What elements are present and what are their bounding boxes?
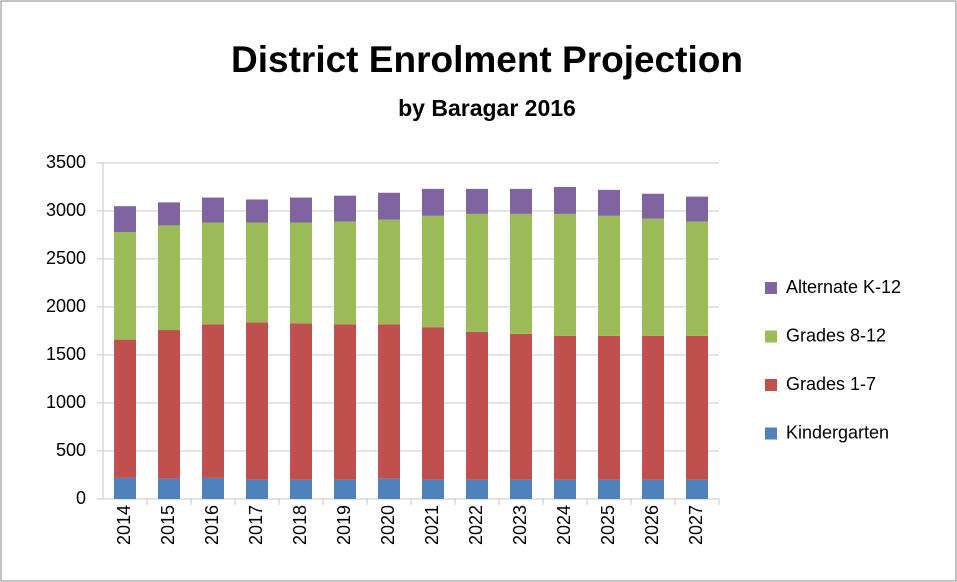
bar-segment xyxy=(598,189,620,216)
x-tick-label: 2025 xyxy=(598,505,618,545)
y-tick-label: 2500 xyxy=(46,248,86,268)
bar-segment xyxy=(202,324,224,478)
bar-segment xyxy=(158,202,180,226)
x-tick-label: 2021 xyxy=(422,505,442,545)
bar-segment xyxy=(510,333,532,480)
bar-segment xyxy=(246,322,268,480)
bar-segment xyxy=(598,479,620,499)
legend-label: Grades 1-7 xyxy=(786,374,876,394)
bar-segment xyxy=(510,479,532,499)
chart-subtitle: by Baragar 2016 xyxy=(398,95,576,121)
bar-segment xyxy=(202,222,224,325)
bar-segment xyxy=(466,213,488,332)
bar-segment xyxy=(466,188,488,214)
bar-segment xyxy=(642,479,664,499)
bar-segment xyxy=(290,323,312,480)
bar-segment xyxy=(466,479,488,499)
y-tick-label: 500 xyxy=(56,440,86,460)
bar-segment xyxy=(378,219,400,325)
bar-segment xyxy=(158,478,180,499)
bar-segment xyxy=(686,479,708,499)
legend-label: Kindergarten xyxy=(786,422,889,442)
bar-segment xyxy=(114,232,136,340)
bar-segment xyxy=(246,199,268,223)
x-tick-label: 2017 xyxy=(246,505,266,545)
bar-segment xyxy=(114,339,136,478)
bar-segment xyxy=(334,195,356,222)
bar-segment xyxy=(510,213,532,334)
x-tick-label: 2026 xyxy=(642,505,662,545)
bar-segment xyxy=(422,188,444,216)
bar-segment xyxy=(246,222,268,323)
y-tick-label: 0 xyxy=(76,488,86,508)
x-tick-label: 2015 xyxy=(158,505,178,545)
x-tick-label: 2027 xyxy=(686,505,706,545)
bar-segment xyxy=(642,218,664,336)
bar-segment xyxy=(642,335,664,480)
bar-segment xyxy=(378,478,400,499)
bar-segment xyxy=(554,335,576,480)
bar-segment xyxy=(378,192,400,220)
bar-segment xyxy=(686,221,708,336)
x-tick-label: 2024 xyxy=(554,505,574,545)
bar-segment xyxy=(378,324,400,479)
bar-segment xyxy=(466,331,488,480)
bar-segment xyxy=(334,324,356,480)
legend-swatch xyxy=(765,330,777,343)
bar-segment xyxy=(334,479,356,499)
legend-swatch xyxy=(765,379,777,391)
x-tick-label: 2022 xyxy=(466,505,486,545)
bar-segment xyxy=(642,193,664,219)
bar-segment xyxy=(290,222,312,324)
x-tick-label: 2020 xyxy=(378,505,398,545)
bar-segment xyxy=(422,479,444,499)
bar-segment xyxy=(202,197,224,223)
x-tick-label: 2016 xyxy=(202,505,222,545)
bar-segment xyxy=(158,330,180,479)
legend-label: Alternate K-12 xyxy=(786,277,901,297)
bar-segment xyxy=(422,215,444,328)
y-tick-label: 3500 xyxy=(46,152,86,172)
chart-title: District Enrolment Projection xyxy=(231,39,743,80)
x-tick-label: 2019 xyxy=(334,505,354,545)
y-tick-label: 3000 xyxy=(46,200,86,220)
x-tick-label: 2014 xyxy=(114,505,134,545)
bar-segment xyxy=(554,187,576,214)
y-tick-label: 1000 xyxy=(46,392,86,412)
legend-swatch xyxy=(765,427,777,440)
bar-segment xyxy=(422,327,444,480)
x-tick-label: 2023 xyxy=(510,505,530,545)
bar-segment xyxy=(114,477,136,499)
bar-segment xyxy=(554,479,576,499)
y-tick-label: 2000 xyxy=(46,296,86,316)
bar-segment xyxy=(598,215,620,336)
legend-swatch xyxy=(765,282,777,294)
bar-segment xyxy=(246,479,268,499)
bar-segment xyxy=(158,225,180,331)
bar-segment xyxy=(290,479,312,499)
bar-segment xyxy=(686,196,708,222)
bar-segment xyxy=(290,197,312,223)
bar-segment xyxy=(334,221,356,325)
y-tick-label: 1500 xyxy=(46,344,86,364)
bar-segment xyxy=(202,477,224,499)
x-tick-label: 2018 xyxy=(290,505,310,545)
bar-segment xyxy=(686,335,708,480)
bar-segment xyxy=(510,188,532,214)
bar-segment xyxy=(114,206,136,233)
legend-label: Grades 8-12 xyxy=(786,325,886,345)
bar-segment xyxy=(598,335,620,480)
bar-segment xyxy=(554,213,576,336)
